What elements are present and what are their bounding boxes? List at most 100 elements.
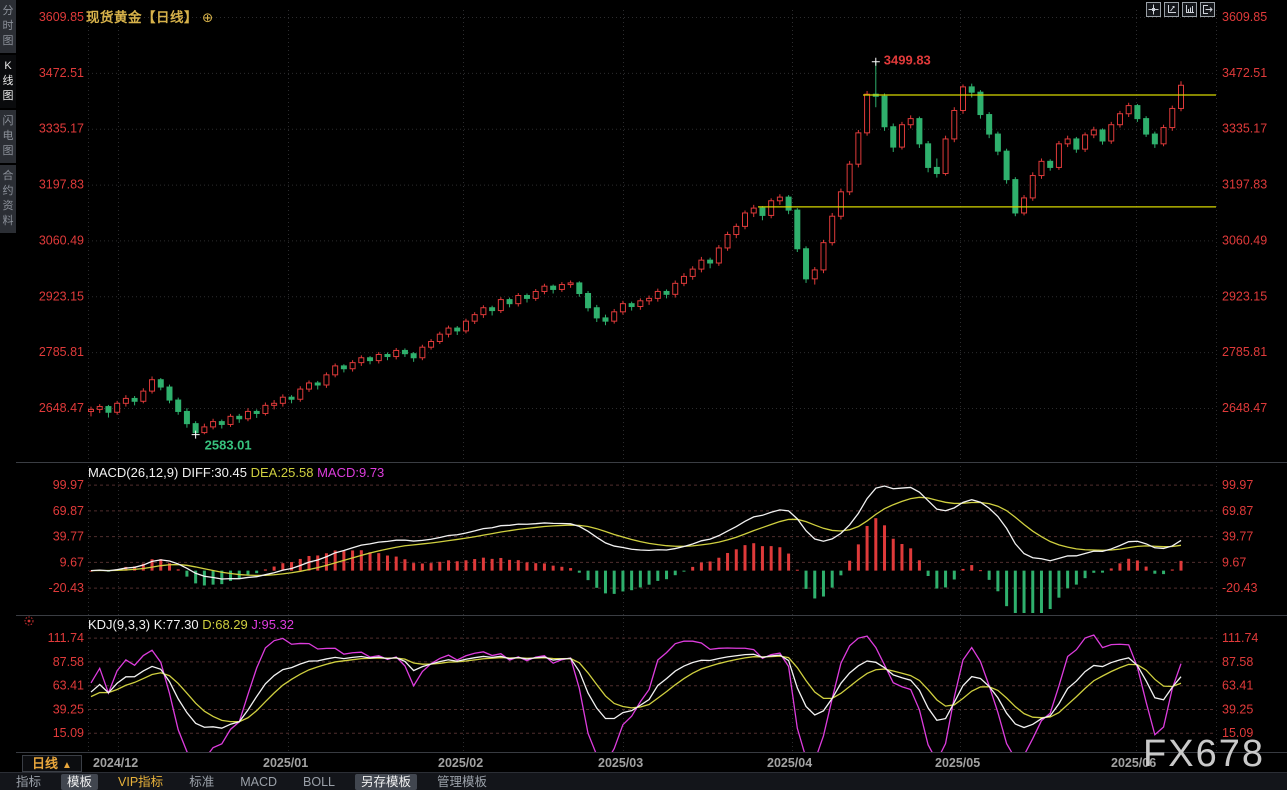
price-tick-right: 99.97: [1222, 478, 1253, 492]
tab-standard[interactable]: 标准: [189, 774, 215, 789]
candle: [210, 421, 217, 428]
price-tick-left: 69.87: [53, 504, 84, 518]
x-axis-label: 2025/02: [438, 756, 484, 770]
candle: [332, 365, 339, 376]
candle: [480, 307, 487, 316]
axis-scale-up-icon[interactable]: [1164, 2, 1179, 17]
candle: [140, 390, 147, 402]
trendlines-layer[interactable]: [758, 94, 1216, 208]
tab-manage-templates[interactable]: 管理模板: [437, 774, 488, 789]
candle: [279, 396, 286, 404]
candle: [837, 191, 844, 217]
candle: [654, 290, 661, 299]
annotations-layer: 3499.83 2583.01: [191, 53, 931, 453]
gridlines-layer: [16, 10, 1287, 752]
x-axis-label: 2024/12: [93, 756, 139, 770]
candle: [602, 317, 609, 322]
price-tick-left: 2648.47: [39, 401, 84, 415]
period-selector[interactable]: 日线 ▲: [22, 755, 82, 772]
low-annotation: 2583.01: [205, 438, 252, 453]
candle: [271, 402, 278, 406]
misc-layer: [24, 616, 34, 626]
candle: [175, 399, 182, 412]
candle: [524, 295, 530, 299]
kdj-name-label: KDJ(9,3,3): [88, 617, 151, 632]
candle: [306, 382, 312, 390]
candle: [445, 327, 452, 335]
price-tick-left: -20.43: [49, 581, 84, 595]
candle: [227, 415, 234, 425]
kdj-d-value: D:68.29: [202, 617, 248, 632]
sidebar-item-flash-chart[interactable]: 闪电图: [0, 110, 16, 163]
candle: [994, 133, 1001, 152]
high-annotation: 3499.83: [884, 53, 931, 68]
tab-macd[interactable]: MACD: [240, 774, 278, 789]
tab-templates[interactable]: 模板: [61, 773, 99, 790]
tab-boll[interactable]: BOLL: [303, 774, 335, 789]
chart-title: 现货黄金【日线】 ⊕: [86, 6, 214, 26]
price-tick-left: 87.58: [53, 655, 84, 669]
x-axis-label: 2025/05: [935, 756, 981, 770]
candle: [550, 285, 557, 290]
candle: [881, 95, 888, 128]
tab-save-template[interactable]: 另存模板: [354, 773, 417, 790]
candle: [1116, 113, 1123, 126]
candle: [314, 382, 321, 386]
price-tick-left: 39.77: [53, 530, 84, 544]
sidebar-item-time-chart[interactable]: 分时图: [0, 0, 16, 53]
candle: [1151, 133, 1158, 145]
candle: [803, 248, 810, 280]
kdj-layer: [90, 634, 1182, 752]
candle: [1082, 134, 1089, 150]
price-tick-right: 3472.51: [1222, 66, 1267, 80]
candle: [1029, 175, 1036, 199]
axis-scale-fit-icon[interactable]: [1182, 2, 1197, 17]
bottom-tabbar: 指标 模板 VIP指标 标准 MACD BOLL 另存模板 管理模板: [0, 772, 1287, 790]
price-tick-right: 87.58: [1222, 655, 1253, 669]
price-tick-left: 3472.51: [39, 66, 84, 80]
candle: [855, 132, 862, 165]
candle: [977, 91, 984, 116]
candle: [131, 397, 138, 402]
candle: [96, 406, 103, 410]
candle: [393, 349, 400, 358]
candle: [646, 297, 653, 302]
candle: [925, 143, 932, 168]
pan-right-icon[interactable]: [1200, 2, 1215, 17]
candle: [149, 379, 156, 392]
candle: [1134, 105, 1141, 120]
candle: [1003, 150, 1010, 181]
candle: [340, 365, 347, 370]
candle: [262, 404, 269, 414]
candle: [794, 209, 801, 250]
candle: [558, 284, 565, 290]
candle: [236, 415, 243, 420]
candle: [288, 396, 295, 400]
x-axis-label: 2025/04: [767, 756, 813, 770]
price-tick-right: 15.09: [1222, 726, 1253, 740]
price-tick-left: 9.67: [60, 555, 84, 569]
candle: [933, 166, 940, 175]
chart-toolbar: [1146, 2, 1215, 17]
circle-plus-icon[interactable]: ⊕: [202, 10, 214, 25]
price-tick-right: 3060.49: [1222, 233, 1267, 247]
candle: [323, 374, 330, 386]
price-tick-right: 39.25: [1222, 702, 1253, 716]
kdj-j-value: J:95.32: [251, 617, 295, 632]
tab-indicators[interactable]: 指标: [16, 774, 42, 789]
candle: [724, 234, 731, 249]
tab-vip-indicators[interactable]: VIP指标: [118, 774, 164, 789]
candle: [1160, 127, 1167, 145]
price-tick-left: 3060.49: [39, 233, 84, 247]
candle: [663, 290, 670, 295]
candle: [454, 327, 461, 332]
price-tick-right: 2785.81: [1222, 345, 1267, 359]
candle: [349, 362, 356, 370]
sidebar-item-contract-info[interactable]: 合约资料: [0, 165, 16, 233]
crosshair-move-icon[interactable]: [1146, 2, 1161, 17]
price-tick-left: 2923.15: [39, 289, 84, 303]
price-tick-right: 2648.47: [1222, 401, 1267, 415]
candle: [707, 259, 714, 264]
sidebar-item-kline-chart[interactable]: K线图: [0, 55, 16, 108]
candle: [1125, 105, 1132, 115]
